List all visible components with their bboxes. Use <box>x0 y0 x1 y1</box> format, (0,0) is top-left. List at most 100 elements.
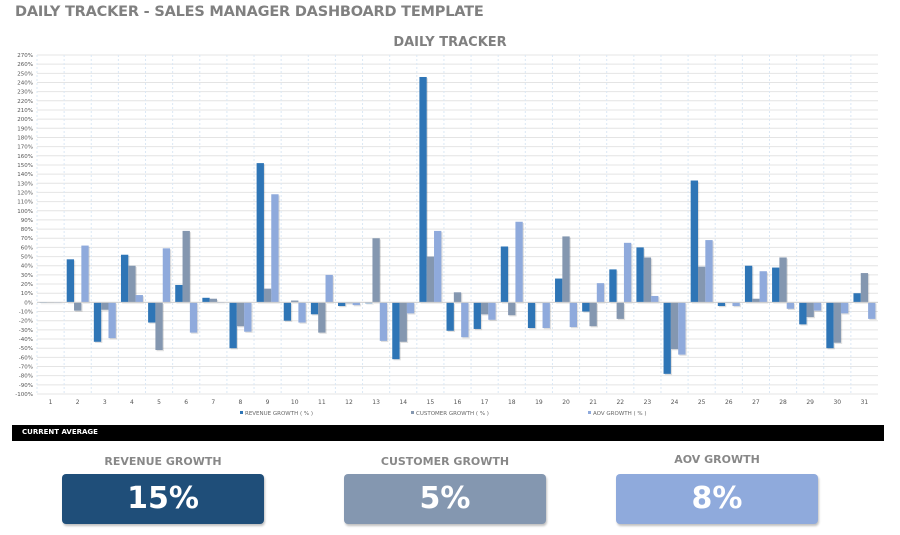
bar-revenue-day-11 <box>310 302 319 315</box>
bar-revenue-day-2 <box>66 259 75 303</box>
x-tick-label: 4 <box>130 399 134 406</box>
bar-customer-day-6 <box>182 230 190 303</box>
bar-aov-day-11 <box>325 274 333 303</box>
legend-label: AOV GROWTH ( % ) <box>593 411 647 417</box>
bar-aov-day-8 <box>244 302 252 332</box>
legend-swatch <box>411 411 414 414</box>
bar-aov-day-22 <box>623 242 632 303</box>
x-tick-label: 25 <box>698 399 706 406</box>
bar-customer-day-18 <box>508 302 516 316</box>
y-tick-label: 220% <box>17 99 33 105</box>
bar-aov-day-23 <box>651 295 659 303</box>
bar-revenue-day-16 <box>446 302 454 331</box>
x-tick-label: 22 <box>616 399 624 406</box>
bar-customer-day-5 <box>155 302 163 351</box>
bar-customer-day-21 <box>589 302 597 327</box>
bar-aov-day-25 <box>705 240 713 303</box>
bar-aov-day-6 <box>189 302 198 333</box>
bar-aov-day-18 <box>515 221 523 303</box>
bar-aov-day-19 <box>542 302 550 329</box>
daily-tracker-chart: DAILY TRACKER -100% -90% -80% -70% -60% -50% -4… <box>15 35 878 417</box>
chart-title: DAILY TRACKER <box>393 35 506 50</box>
x-tick-label: 20 <box>562 399 570 406</box>
customer-growth-label: CUSTOMER GROWTH <box>380 455 510 468</box>
bar-aov-day-4 <box>135 295 143 303</box>
y-tick-label: -60% <box>19 355 33 361</box>
x-tick-label: 14 <box>399 399 407 406</box>
bar-customer-day-4 <box>128 265 136 303</box>
bar-revenue-day-22 <box>609 269 617 303</box>
x-tick-label: 23 <box>644 399 652 406</box>
bar-revenue-day-21 <box>582 302 590 312</box>
y-tick-label: 200% <box>17 117 33 123</box>
bar-revenue-day-19 <box>527 302 536 329</box>
bar-customer-day-22 <box>616 302 624 319</box>
bar-customer-day-31 <box>860 273 869 303</box>
bar-revenue-day-25 <box>690 180 698 303</box>
x-tick-label: 7 <box>211 399 215 406</box>
y-tick-label: -70% <box>19 365 33 371</box>
bar-customer-day-27 <box>752 298 760 303</box>
bar-customer-day-20 <box>562 236 570 303</box>
bar-customer-day-17 <box>480 302 489 315</box>
bar-revenue-day-24 <box>663 302 671 374</box>
bar-customer-day-13 <box>372 238 380 303</box>
x-tick-label: 27 <box>752 399 760 406</box>
x-tick-label: 19 <box>535 399 543 406</box>
x-tick-label: 28 <box>779 399 787 406</box>
bar-revenue-day-30 <box>826 302 834 349</box>
bar-aov-day-28 <box>786 302 795 309</box>
y-tick-label: 210% <box>17 108 33 114</box>
y-tick-label: 10% <box>21 291 33 297</box>
bar-aov-day-30 <box>840 302 849 314</box>
x-tick-label: 15 <box>427 399 435 406</box>
bar-customer-day-9 <box>263 288 272 303</box>
bar-revenue-day-10 <box>283 302 292 321</box>
bar-aov-day-9 <box>271 194 279 303</box>
y-tick-label: -30% <box>19 328 33 334</box>
y-tick-label: 150% <box>17 163 33 169</box>
y-tick-label: 50% <box>21 255 33 261</box>
y-tick-label: 80% <box>21 227 33 233</box>
bar-revenue-day-18 <box>500 246 509 303</box>
bar-revenue-day-15 <box>419 76 427 303</box>
page-title: DAILY TRACKER - SALES MANAGER DASHBOARD … <box>15 4 484 20</box>
bar-aov-day-27 <box>759 271 767 303</box>
x-tick-label: 8 <box>239 399 243 406</box>
legend-label: CUSTOMER GROWTH ( % ) <box>416 411 489 417</box>
bar-aov-day-17 <box>488 302 496 320</box>
bar-revenue-day-5 <box>148 302 156 323</box>
bar-revenue-day-7 <box>202 297 210 303</box>
y-tick-label: 190% <box>17 126 33 132</box>
bar-customer-day-29 <box>806 302 814 318</box>
legend-label: REVENUE GROWTH ( % ) <box>245 411 313 417</box>
y-tick-label: -10% <box>19 310 33 316</box>
x-tick-label: 21 <box>589 399 597 406</box>
legend-swatch <box>240 411 243 414</box>
legend-swatch <box>588 411 591 414</box>
x-tick-label: 10 <box>291 399 299 406</box>
bar-customer-day-8 <box>236 302 245 327</box>
x-tick-label: 2 <box>76 399 80 406</box>
y-tick-label: 170% <box>17 145 33 151</box>
y-tick-label: 30% <box>21 273 33 279</box>
aov-growth-label: AOV GROWTH <box>674 453 760 466</box>
x-tick-label: 16 <box>454 399 462 406</box>
y-tick-label: 20% <box>21 282 33 288</box>
y-tick-label: 240% <box>17 80 33 86</box>
bar-revenue-day-4 <box>120 254 129 303</box>
y-tick-label: 60% <box>21 245 33 251</box>
bar-aov-day-16 <box>461 302 469 338</box>
x-tick-label: 13 <box>372 399 380 406</box>
y-tick-label: -20% <box>19 319 33 325</box>
x-tick-label: 29 <box>806 399 814 406</box>
bar-customer-day-14 <box>399 302 407 342</box>
bar-shadow <box>366 303 374 305</box>
revenue-growth-label: REVENUE GROWTH <box>104 455 222 468</box>
bar-aov-day-26 <box>732 302 740 307</box>
bar-revenue-day-14 <box>392 302 400 360</box>
bar-aov-day-31 <box>868 302 876 319</box>
x-tick-label: 9 <box>266 399 270 406</box>
y-tick-label: 0% <box>24 300 33 306</box>
y-tick-label: 100% <box>17 209 33 215</box>
